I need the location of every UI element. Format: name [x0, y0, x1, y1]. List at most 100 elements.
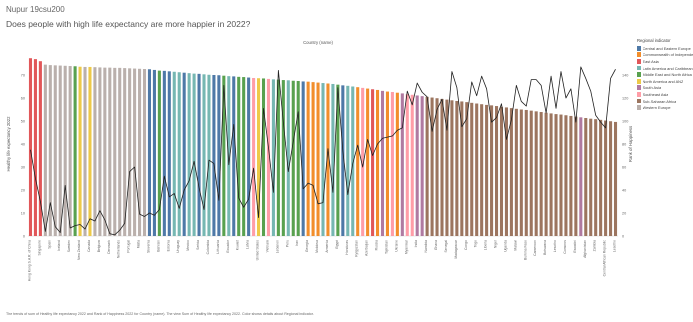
bar[interactable] — [405, 94, 409, 236]
bar[interactable] — [504, 107, 508, 237]
bar[interactable] — [227, 76, 231, 237]
bar[interactable] — [247, 77, 251, 236]
bar[interactable] — [564, 115, 568, 236]
bar[interactable] — [376, 89, 380, 236]
bar[interactable] — [252, 77, 256, 237]
bar[interactable] — [197, 73, 201, 236]
bar[interactable] — [242, 77, 246, 236]
bar[interactable] — [480, 104, 484, 237]
bar[interactable] — [271, 79, 275, 237]
bar[interactable] — [192, 73, 196, 237]
bar[interactable] — [341, 85, 345, 236]
bar[interactable] — [48, 65, 52, 236]
bar[interactable] — [613, 121, 618, 236]
bar[interactable] — [529, 110, 533, 236]
bar[interactable] — [470, 102, 474, 236]
bar[interactable] — [494, 106, 499, 236]
bar[interactable] — [28, 58, 33, 237]
bar[interactable] — [306, 81, 310, 236]
bar[interactable] — [296, 80, 300, 236]
bar[interactable] — [435, 98, 439, 236]
bar[interactable] — [138, 68, 142, 236]
bar[interactable] — [217, 75, 221, 236]
bar[interactable] — [366, 88, 370, 236]
bar[interactable] — [157, 70, 161, 236]
bar[interactable] — [113, 67, 117, 237]
bar[interactable] — [237, 76, 241, 236]
bar[interactable] — [88, 66, 92, 236]
legend-item[interactable]: Southeast Asia — [637, 91, 693, 98]
bar[interactable] — [187, 73, 191, 236]
bar[interactable] — [400, 93, 404, 237]
legend-item[interactable]: North America and ANZ — [637, 78, 693, 85]
bar[interactable] — [301, 81, 305, 236]
bar[interactable] — [212, 75, 216, 236]
bar[interactable] — [257, 78, 261, 236]
bar[interactable] — [167, 71, 171, 236]
bar[interactable] — [554, 114, 558, 236]
bar[interactable] — [356, 87, 360, 236]
bar[interactable] — [331, 83, 335, 236]
bar[interactable] — [276, 79, 280, 236]
bar[interactable] — [490, 105, 494, 236]
bar[interactable] — [524, 109, 528, 236]
bar[interactable] — [544, 112, 548, 236]
bar[interactable] — [147, 69, 152, 236]
bar[interactable] — [58, 65, 62, 236]
bar[interactable] — [485, 104, 489, 237]
bar[interactable] — [152, 69, 156, 236]
bar[interactable] — [83, 66, 87, 236]
bar[interactable] — [351, 86, 355, 237]
bar[interactable] — [118, 67, 122, 237]
bar[interactable] — [291, 80, 295, 236]
bar[interactable] — [519, 109, 523, 237]
bar[interactable] — [73, 66, 77, 236]
bar[interactable] — [609, 121, 613, 236]
bar[interactable] — [594, 119, 598, 236]
bar[interactable] — [38, 61, 42, 237]
bar[interactable] — [410, 94, 414, 236]
bar[interactable] — [395, 92, 399, 237]
legend-item[interactable]: Sub-Saharan Africa — [637, 98, 693, 105]
bar[interactable] — [281, 80, 285, 236]
bar[interactable] — [346, 85, 350, 236]
bar[interactable] — [311, 82, 315, 236]
bar[interactable] — [380, 90, 385, 237]
bar[interactable] — [584, 118, 588, 236]
bar[interactable] — [445, 99, 449, 236]
bar[interactable] — [103, 67, 107, 236]
bar[interactable] — [162, 70, 166, 236]
bar[interactable] — [465, 102, 469, 236]
bar[interactable] — [266, 78, 270, 236]
bar[interactable] — [177, 72, 181, 237]
legend-item[interactable]: East Asia — [637, 58, 693, 65]
bar[interactable] — [316, 82, 320, 236]
bar[interactable] — [430, 97, 434, 236]
bar[interactable] — [499, 106, 504, 237]
bar[interactable] — [182, 72, 186, 236]
bar[interactable] — [574, 116, 578, 236]
bar[interactable] — [539, 112, 543, 236]
bar[interactable] — [321, 83, 325, 236]
bar[interactable] — [222, 75, 226, 236]
bar[interactable] — [336, 84, 340, 236]
bar[interactable] — [385, 91, 389, 236]
bar[interactable] — [514, 108, 518, 236]
bar[interactable] — [599, 119, 603, 236]
bar[interactable] — [579, 117, 583, 236]
bar[interactable] — [98, 67, 102, 236]
bar[interactable] — [475, 103, 479, 237]
bar[interactable] — [371, 89, 375, 236]
bar[interactable] — [604, 120, 608, 236]
bar[interactable] — [63, 65, 67, 236]
bar[interactable] — [123, 68, 127, 236]
bar[interactable] — [440, 98, 444, 236]
bar[interactable] — [93, 67, 97, 237]
bar[interactable] — [425, 96, 429, 236]
bar[interactable] — [261, 78, 266, 236]
bar[interactable] — [589, 118, 593, 236]
bar[interactable] — [460, 101, 464, 236]
legend-item[interactable]: Commonwealth of Independent Sta. — [637, 52, 693, 59]
bar[interactable] — [390, 92, 394, 237]
legend-item[interactable]: Central and Eastern Europe — [637, 45, 693, 52]
